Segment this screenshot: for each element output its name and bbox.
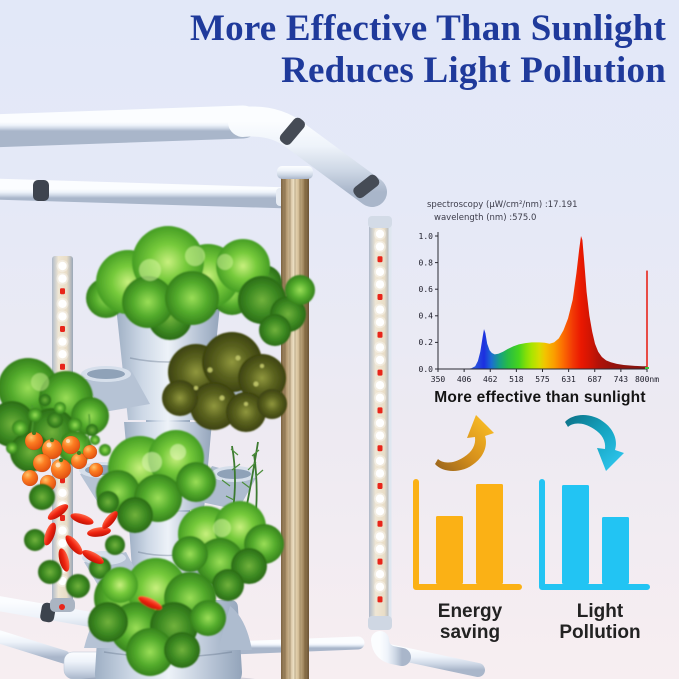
spectroscopy-readout: spectroscopy (μW/cm²/nm) :17.191 wavelen… bbox=[427, 199, 578, 225]
energy-bars-icon bbox=[413, 479, 522, 590]
svg-text:743: 743 bbox=[614, 375, 629, 384]
butterhead-lettuce bbox=[172, 501, 284, 601]
energy-saving-badge bbox=[413, 415, 522, 590]
led-bar-right bbox=[368, 216, 392, 630]
svg-text:0.0: 0.0 bbox=[419, 365, 434, 374]
svg-text:0.8: 0.8 bbox=[419, 258, 434, 267]
svg-text:1.0: 1.0 bbox=[419, 232, 434, 241]
cherry-tomatoes bbox=[21, 431, 104, 492]
svg-text:406: 406 bbox=[457, 375, 472, 384]
svg-text:0.6: 0.6 bbox=[419, 285, 434, 294]
energy-saving-label: Energy saving bbox=[437, 601, 503, 643]
svg-text:800nm: 800nm bbox=[635, 375, 659, 384]
oak-lettuce bbox=[162, 332, 287, 432]
wavelength-value: wavelength (nm) :575.0 bbox=[434, 213, 537, 223]
svg-text:631: 631 bbox=[561, 375, 576, 384]
chart-caption: More effective than sunlight bbox=[434, 389, 646, 406]
svg-text:0.2: 0.2 bbox=[419, 338, 434, 347]
spectroscopy-value: spectroscopy (μW/cm²/nm) :17.191 bbox=[427, 200, 578, 210]
svg-text:687: 687 bbox=[588, 375, 603, 384]
light-pollution-badge bbox=[539, 415, 650, 590]
cabbage bbox=[96, 430, 216, 533]
svg-text:575: 575 bbox=[535, 375, 550, 384]
svg-text:518: 518 bbox=[509, 375, 524, 384]
svg-text:350: 350 bbox=[431, 375, 446, 384]
light-pollution-label: Light Pollution bbox=[559, 601, 641, 643]
bottom-lettuce bbox=[88, 558, 226, 676]
gold-pole bbox=[277, 166, 313, 679]
decrease-arrow-icon bbox=[565, 415, 624, 471]
svg-text:462: 462 bbox=[483, 375, 498, 384]
cilantro bbox=[6, 394, 111, 456]
chili-peppers bbox=[24, 484, 125, 598]
title-line-1: More Effective Than Sunlight bbox=[190, 8, 666, 49]
increase-arrow-icon bbox=[435, 415, 494, 471]
page-title: More Effective Than Sunlight Reduces Lig… bbox=[10, 8, 666, 92]
spectrum-chart: 0.0 0.2 0.4 0.6 0.8 1.0 350 406 462 518 575 631 687 7… bbox=[419, 232, 660, 384]
title-line-2: Reduces Light Pollution bbox=[281, 50, 666, 91]
svg-text:0.4: 0.4 bbox=[419, 312, 434, 321]
spinach-right bbox=[238, 275, 315, 346]
pollution-bars-icon bbox=[539, 479, 650, 590]
